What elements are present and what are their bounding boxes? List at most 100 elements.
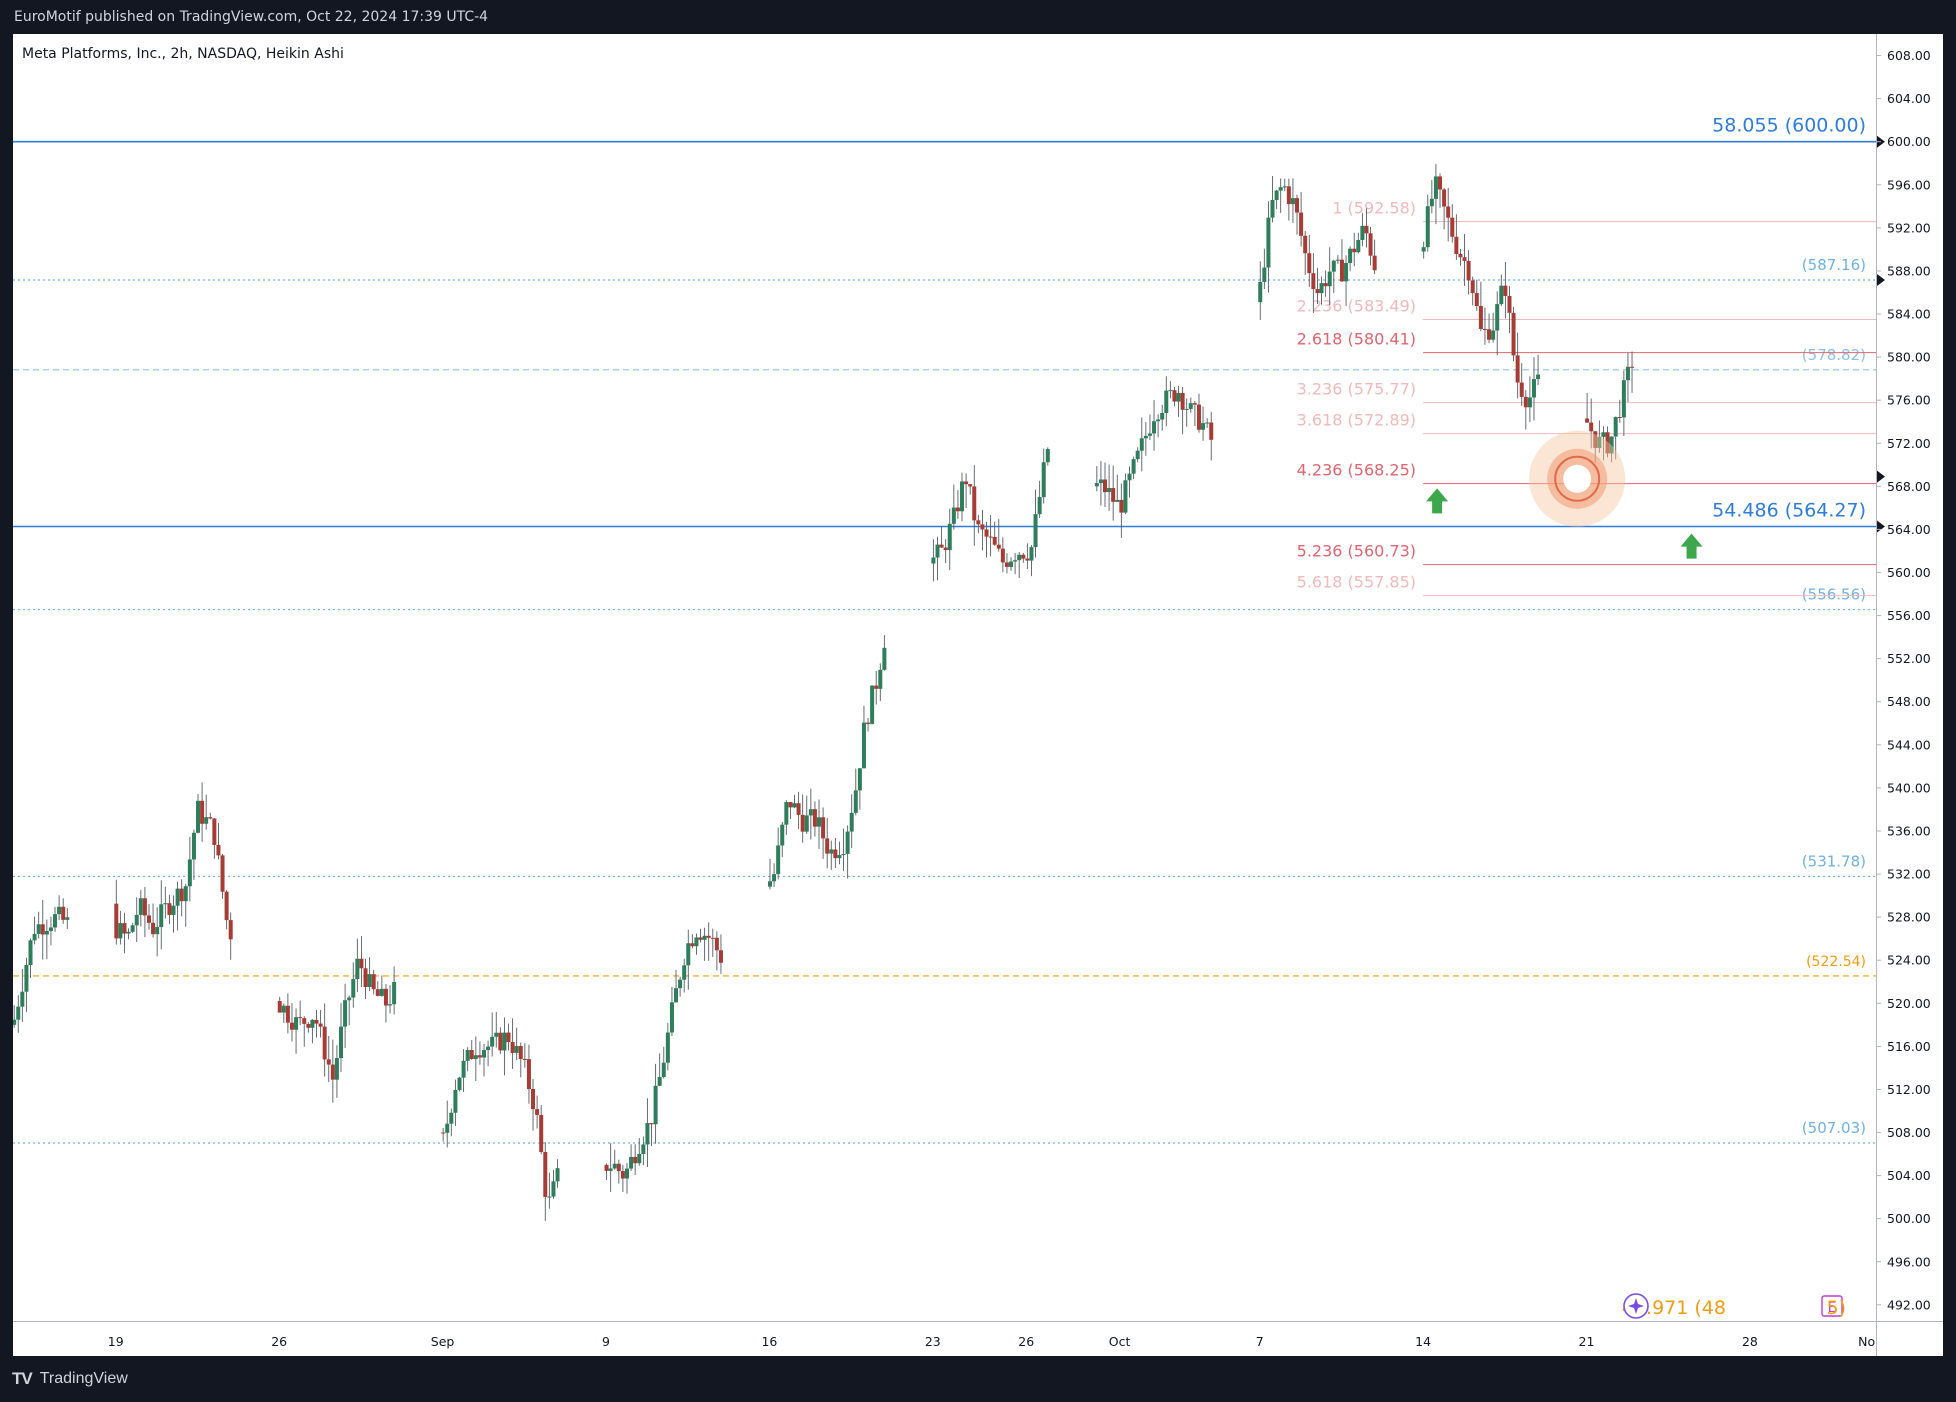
candle-body-152 [857,768,862,791]
candle-body-248 [1429,198,1434,207]
fib-label-7: 5.618 (557.85) [1297,573,1416,592]
candle-body-227 [1299,212,1304,236]
candle-body-103 [612,1163,617,1169]
y-tick-label-25: 508.00 [1887,1125,1931,1140]
candle-body-133 [780,824,785,846]
y-tick-label-21: 524.00 [1887,953,1931,968]
candle-body-260 [1478,306,1483,329]
candle-body-176 [1000,548,1005,563]
candle-body-251 [1442,189,1447,207]
candle-body-279 [1601,432,1606,437]
candle-body-209 [1180,392,1185,410]
x-tick-label-3: 9 [602,1334,610,1349]
candle-body-110 [641,1144,646,1154]
candle-body-148 [841,853,846,856]
candle-body-23 [151,922,156,935]
candle-body-119 [678,979,683,989]
candle-body-139 [804,815,809,832]
candle-body-65 [367,974,372,987]
plot-background [13,34,1876,1321]
candle-body-272 [1527,397,1532,408]
fib-label-1: 2.236 (583.49) [1297,297,1416,316]
candle-body-143 [821,817,826,839]
candle-body-218 [1262,267,1267,282]
candle-body-166 [960,481,965,512]
candle-body-162 [943,547,948,551]
candle-body-156 [874,685,879,689]
candle-body-37 [208,817,213,819]
candle-body-93 [526,1059,531,1090]
price-chart[interactable]: 58.055 (600.00) 54.486 (564.27) (587.16) (5… [13,34,1943,1356]
level-label-4: (556.56) [1802,586,1866,604]
candle-body-125 [702,935,707,940]
chart-title: Meta Platforms, Inc., 2h, NASDAQ, Heikin… [22,46,344,62]
y-tick-label-16: 544.00 [1887,737,1931,752]
candle-body-169 [972,486,977,521]
candle-body-87 [502,1032,507,1051]
candle-body-282 [1613,417,1618,437]
candle-body-68 [379,988,384,996]
earnings-badge-text: E [1828,1300,1837,1316]
candle-body-28 [171,905,176,915]
x-tick-label-7: Oct [1109,1334,1131,1349]
candle-body-191 [1107,488,1112,493]
candle-body-210 [1184,408,1189,410]
candle-body-123 [694,937,699,947]
candle-body-89 [510,1042,515,1053]
candle-body-205 [1164,390,1169,413]
candle-body-201 [1147,433,1152,436]
candle-body-90 [514,1046,519,1053]
y-tick-label-6: 584.00 [1887,307,1931,322]
tradingview-brand[interactable]: TV TradingView [12,1369,128,1389]
candle-body-113 [653,1085,658,1125]
candle-body-122 [690,943,695,947]
candle-body-145 [829,849,834,854]
candle-body-202 [1152,421,1157,434]
sparkle-icon[interactable] [1623,1293,1649,1319]
candle-body-31 [183,886,188,902]
candle-body-269 [1515,355,1520,383]
candle-body-129 [718,950,723,963]
y-tick-label-11: 564.00 [1887,522,1931,537]
candle-body-267 [1507,295,1512,313]
y-tick-label-26: 504.00 [1887,1168,1931,1183]
candle-body-109 [637,1153,642,1164]
fib-label-2: 2.618 (580.41) [1297,330,1416,349]
candle-body-231 [1315,289,1320,294]
candle-body-263 [1491,330,1496,340]
candle-body-189 [1098,479,1103,484]
x-tick-label-6: 26 [1018,1334,1034,1349]
candle-body-102 [608,1168,613,1171]
candle-body-244 [1368,233,1373,256]
candle-body-91 [518,1046,523,1059]
chart-area[interactable]: 58.055 (600.00) 54.486 (564.27) (587.16) (5… [13,34,1943,1356]
y-tick-label-27: 500.00 [1887,1211,1931,1226]
x-tick-label-11: 28 [1742,1334,1758,1349]
x-tick-label-0: 19 [108,1334,124,1349]
candle-body-200 [1143,435,1148,439]
candle-body-70 [388,1004,393,1006]
candle-body-258 [1470,280,1475,294]
candle-body-126 [706,935,711,938]
candle-body-11 [57,906,62,915]
candle-body-171 [980,524,985,530]
candle-body-24 [155,927,160,935]
candle-body-96 [539,1114,544,1152]
candle-body-180 [1017,554,1022,561]
y-tick-label-7: 580.00 [1887,350,1931,365]
candle-body-147 [837,855,842,859]
y-tick-label-23: 516.00 [1887,1039,1931,1054]
candle-body-283 [1617,417,1622,419]
candle-body-46 [289,1022,294,1030]
candle-body-29 [175,888,180,906]
candle-body-150 [849,812,854,832]
earnings-badge[interactable] [1821,1295,1843,1317]
fib-label-0: 1 (592.58) [1332,199,1416,218]
candle-body-168 [968,484,973,487]
y-tick-label-9: 572.00 [1887,436,1931,451]
candle-body-196 [1127,473,1132,481]
candle-body-136 [792,803,797,808]
candle-body-172 [984,529,989,537]
candle-body-230 [1311,273,1316,290]
arrow-up-icon-1 [1680,533,1703,559]
